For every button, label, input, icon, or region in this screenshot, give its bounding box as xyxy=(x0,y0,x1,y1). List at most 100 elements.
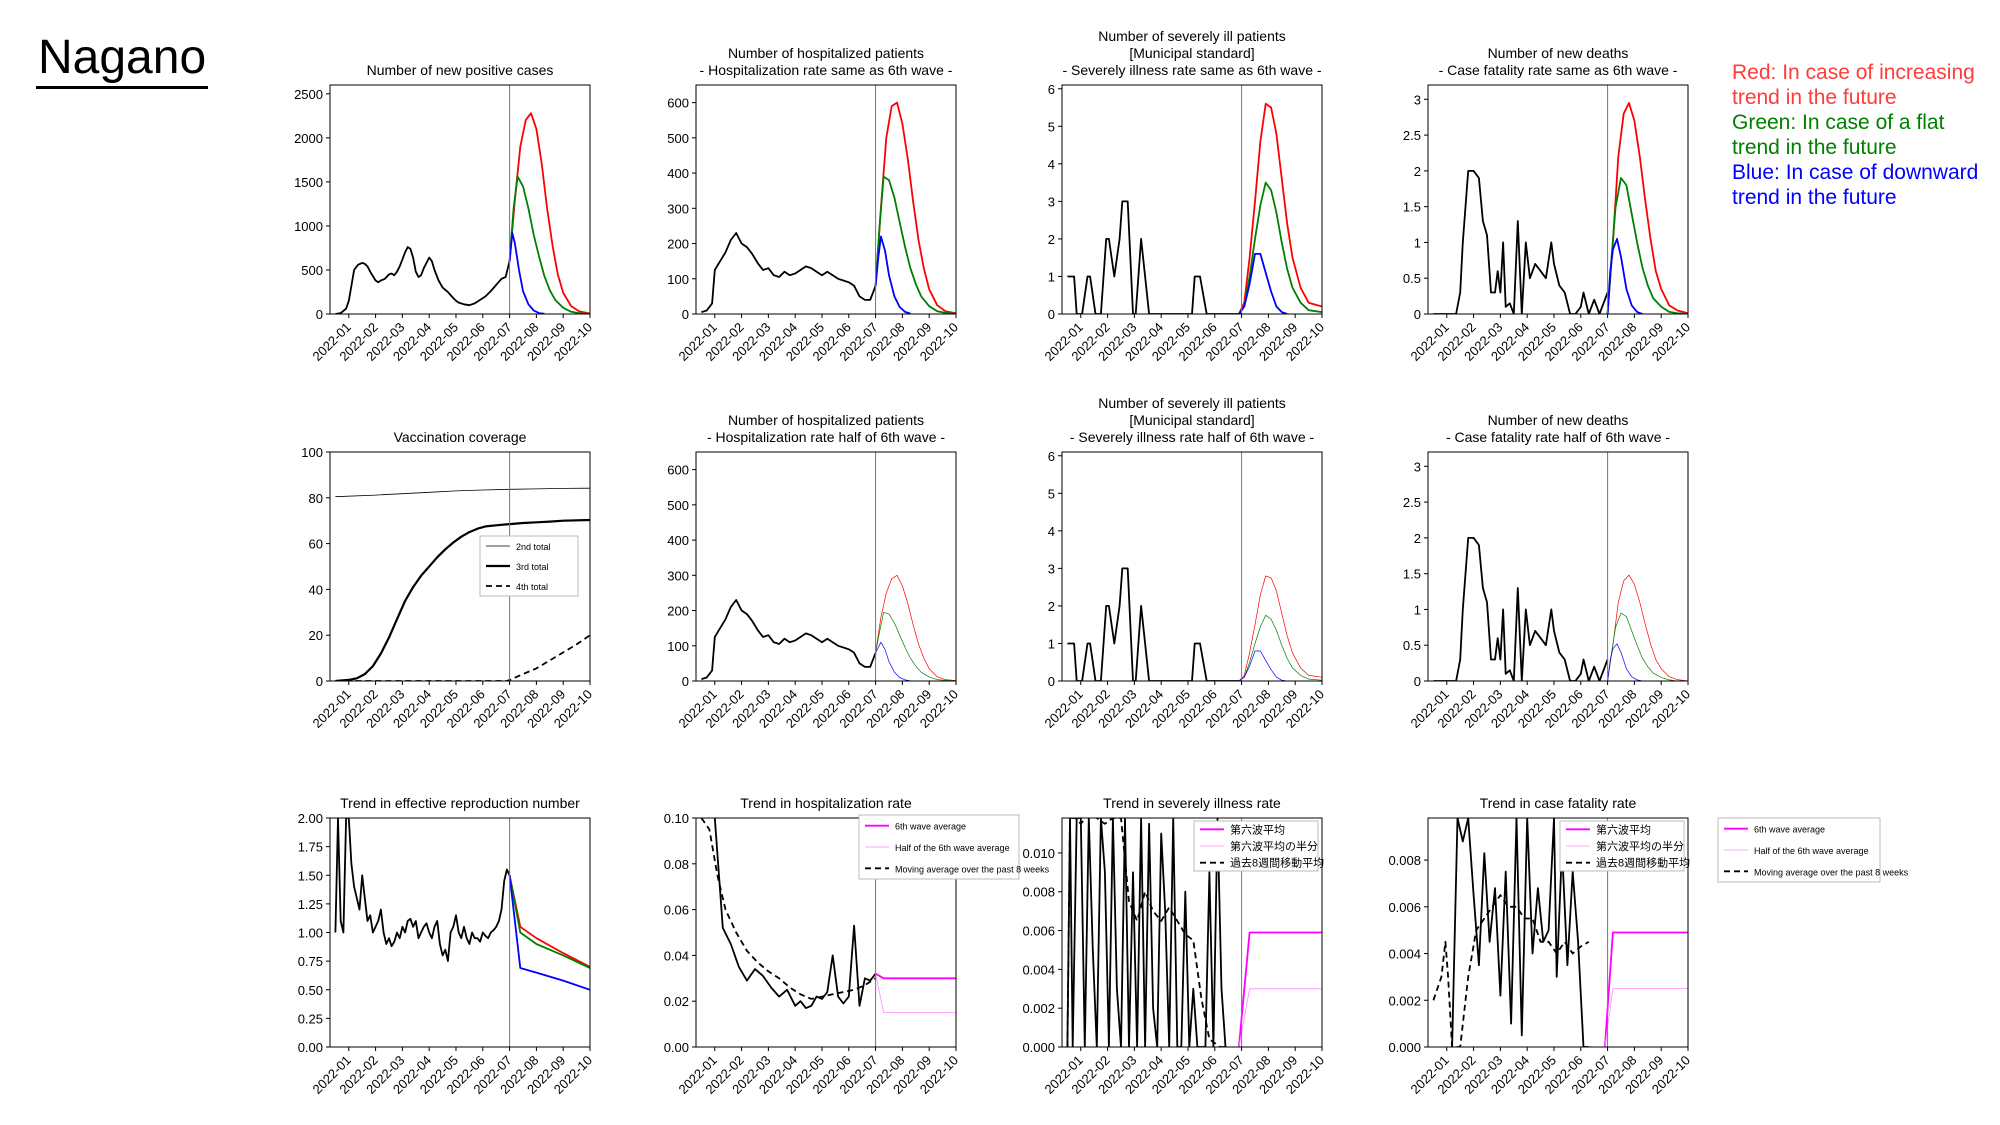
chart-hosp-half: Number of hospitalized patients- Hospita… xyxy=(667,412,961,731)
chart-title-line: Trend in hospitalization rate xyxy=(740,795,912,811)
y-tick-label: 2.5 xyxy=(1403,495,1421,510)
y-tick-label: 2 xyxy=(1048,599,1055,614)
legend-label: 過去8週間移動平均 xyxy=(1596,856,1690,870)
y-tick-label: 0.25 xyxy=(298,1011,323,1026)
legend-label: 2nd total xyxy=(516,542,551,552)
chart-cfr: Trend in case fatality rate 0.000 0.002 0.0… xyxy=(1388,795,1693,1097)
series-line xyxy=(874,101,956,314)
legend-hosp-rate: 6th wave average Half of the 6th wave ave… xyxy=(858,814,1050,880)
y-tick-label: 0.5 xyxy=(1403,638,1421,653)
y-tick-label: 1.5 xyxy=(1403,200,1421,215)
series-line xyxy=(1238,988,1322,1047)
legend-label: Moving average over the past 8 weeks xyxy=(895,864,1050,874)
series-line xyxy=(700,818,877,1000)
y-tick-label: 0.00 xyxy=(298,1040,323,1055)
series-line xyxy=(1604,988,1688,1047)
y-tick-label: 0 xyxy=(682,674,689,689)
y-tick-label: 1500 xyxy=(294,175,323,190)
chart-reproduction: Trend in effective reproduction number 0.… xyxy=(298,795,595,1097)
y-tick-label: 0.5 xyxy=(1403,271,1421,286)
legend-note-blue: Blue: In case of downward trend in the f… xyxy=(1732,161,1979,209)
series-group xyxy=(1067,567,1322,681)
y-tick-label: 200 xyxy=(667,604,689,619)
series-line xyxy=(875,973,956,1013)
scenario-color-legend: Red: In case of increasing trend in the … xyxy=(1732,60,1992,210)
y-tick-label: 0 xyxy=(1048,307,1055,322)
y-tick-label: 0 xyxy=(316,674,323,689)
legend-label: 6th wave average xyxy=(895,822,966,832)
series-line xyxy=(874,175,956,314)
y-tick-label: 0 xyxy=(1048,674,1055,689)
chart-deaths-half: Number of new deaths- Case fatality rate… xyxy=(1403,412,1693,731)
y-tick-label: 400 xyxy=(667,166,689,181)
y-tick-label: 0.50 xyxy=(298,983,323,998)
y-tick-label: 2 xyxy=(1414,164,1421,179)
series-group xyxy=(1433,102,1688,314)
y-tick-label: 5 xyxy=(1048,119,1055,134)
y-tick-label: 500 xyxy=(667,498,689,513)
y-tick-label: 600 xyxy=(667,463,689,478)
chart-title-line: Vaccination coverage xyxy=(394,429,527,445)
series-line xyxy=(508,875,590,991)
chart-title-line: Trend in severely illness rate xyxy=(1103,795,1281,811)
y-tick-label: 3 xyxy=(1048,194,1055,209)
plot-frame xyxy=(1061,451,1323,682)
series-line xyxy=(713,818,877,1009)
y-tick-label: 0.002 xyxy=(1022,1001,1055,1016)
y-tick-label: 1 xyxy=(1414,602,1421,617)
y-tick-label: 0.004 xyxy=(1022,962,1055,977)
chart-deaths-same: Number of new deaths- Case fatality rate… xyxy=(1403,45,1693,364)
series-line xyxy=(1607,643,1643,681)
plot-frame xyxy=(1427,817,1689,1048)
y-tick-label: 1.5 xyxy=(1403,567,1421,582)
y-tick-label: 1000 xyxy=(294,219,323,234)
series-line xyxy=(335,518,590,681)
chart-title-line: - Hospitalization rate half of 6th wave … xyxy=(707,429,945,445)
series-line xyxy=(1238,181,1322,314)
series-group xyxy=(334,818,590,991)
series-line xyxy=(1432,894,1590,1047)
chart-title-line: Number of new deaths xyxy=(1488,45,1629,61)
chart-new-cases: Number of new positive cases 0 500 1000 1500… xyxy=(294,62,595,364)
y-tick-label: 0.004 xyxy=(1388,947,1421,962)
series-line xyxy=(1238,575,1322,681)
chart-title-line: [Municipal standard] xyxy=(1129,412,1254,428)
y-tick-label: 5 xyxy=(1048,486,1055,501)
chart-title-line: Number of severely ill patients xyxy=(1098,28,1286,44)
y-tick-label: 200 xyxy=(667,237,689,252)
series-line xyxy=(875,611,956,681)
y-tick-label: 40 xyxy=(309,582,323,597)
y-tick-label: 1 xyxy=(1414,235,1421,250)
legend-label: 第六波平均 xyxy=(1596,822,1651,836)
legend-note-red: Red: In case of increasing trend in the … xyxy=(1732,61,1975,109)
chart-title-line: Number of new deaths xyxy=(1488,412,1629,428)
chart-severe-same: Number of severely ill patients[Municipa… xyxy=(1042,28,1328,364)
y-tick-label: 4 xyxy=(1048,157,1055,172)
series-group xyxy=(1067,102,1322,314)
series-line xyxy=(1238,931,1322,1047)
chart-severe-rate: Trend in severely illness rate 0.000 0.002… xyxy=(1022,795,1327,1097)
series-line xyxy=(335,487,590,498)
chart-title-line: [Municipal standard] xyxy=(1129,45,1254,61)
y-tick-label: 0.002 xyxy=(1388,993,1421,1008)
series-line xyxy=(1238,650,1288,681)
y-tick-label: 0.000 xyxy=(1022,1040,1055,1055)
series-group xyxy=(1432,818,1688,1047)
series-line xyxy=(508,232,545,314)
y-tick-label: 1 xyxy=(1048,636,1055,651)
y-tick-label: 1.75 xyxy=(298,840,323,855)
y-tick-label: 0.04 xyxy=(664,948,689,963)
legend-label: 第六波平均の半分 xyxy=(1230,839,1318,853)
y-tick-label: 1.50 xyxy=(298,868,323,883)
series-group xyxy=(1066,818,1322,1047)
y-tick-label: 2500 xyxy=(294,87,323,102)
series-group xyxy=(335,487,590,681)
series-group xyxy=(1433,537,1688,681)
y-tick-label: 100 xyxy=(301,445,323,460)
series-line xyxy=(334,818,511,962)
plot-frame xyxy=(1427,451,1689,682)
legend-label: 4th total xyxy=(516,582,548,592)
series-line xyxy=(1604,931,1688,1047)
series-line xyxy=(1238,252,1288,314)
plot-frame xyxy=(1427,84,1689,315)
